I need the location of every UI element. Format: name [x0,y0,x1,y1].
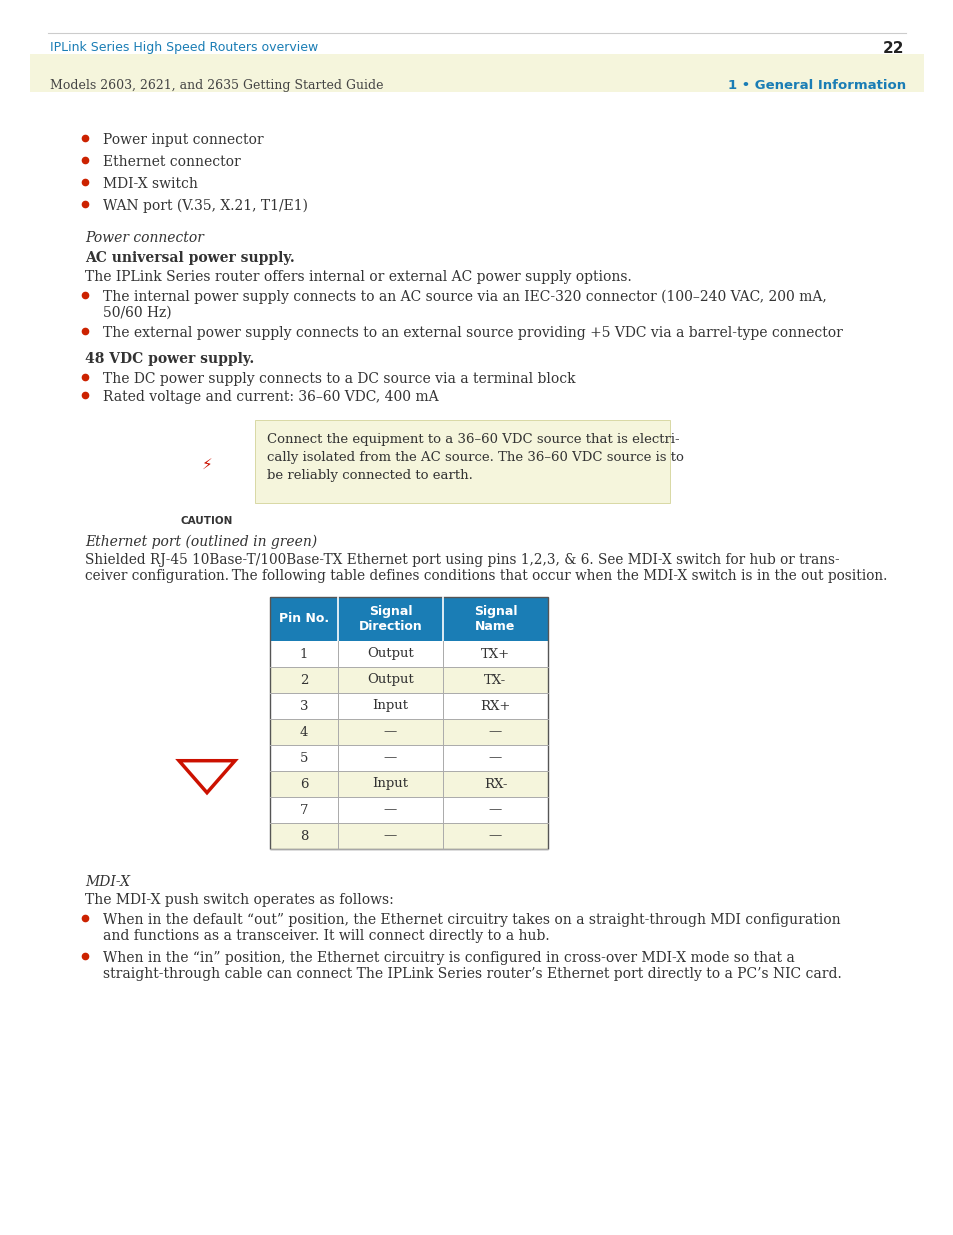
Text: Input: Input [372,699,408,713]
Text: RX+: RX+ [479,699,510,713]
Bar [30,54,923,91]
Text: RX-: RX- [483,778,507,790]
Bar [270,797,337,823]
Bar [270,719,337,745]
Text: 5: 5 [299,752,308,764]
Bar [442,823,547,848]
Bar [337,667,442,693]
Text: 1 • General Information: 1 • General Information [727,79,905,91]
Bar [442,597,547,641]
Bar [442,797,547,823]
Text: Shielded RJ-45 10Base-T/100Base-TX Ethernet port using pins 1,2,3, & 6. See MDI-: Shielded RJ-45 10Base-T/100Base-TX Ether… [85,553,839,567]
Bar [442,667,547,693]
Text: Ethernet port (outlined in green): Ethernet port (outlined in green) [85,535,316,550]
Text: The external power supply connects to an external source providing +5 VDC via a : The external power supply connects to an… [103,326,842,340]
Text: Signal
Name: Signal Name [474,605,517,634]
Bar [270,597,337,641]
Bar [270,745,337,771]
Text: and functions as a transceiver. It will connect directly to a hub.: and functions as a transceiver. It will … [103,929,549,944]
Text: straight-through cable can connect The IPLink Series router’s Ethernet port dire: straight-through cable can connect The I… [103,967,841,981]
Text: Power input connector: Power input connector [103,133,263,147]
Text: TX-: TX- [484,673,506,687]
Text: be reliably connected to earth.: be reliably connected to earth. [267,469,473,482]
Text: ceiver configuration. The following table defines conditions that occur when the: ceiver configuration. The following tabl… [85,569,886,583]
Text: Rated voltage and current: 36–60 VDC, 400 mA: Rated voltage and current: 36–60 VDC, 40… [103,390,438,404]
Bar [442,641,547,667]
Text: 3: 3 [299,699,308,713]
Text: TX+: TX+ [480,647,510,661]
Bar [337,797,442,823]
Bar [442,771,547,797]
Text: 7: 7 [299,804,308,816]
Text: 22: 22 [882,41,903,56]
Bar [270,693,337,719]
Text: Models 2603, 2621, and 2635 Getting Started Guide: Models 2603, 2621, and 2635 Getting Star… [50,79,383,91]
Bar [337,771,442,797]
Text: 4: 4 [299,725,308,739]
Text: When in the “in” position, the Ethernet circuitry is configured in cross-over MD: When in the “in” position, the Ethernet … [103,951,794,965]
Text: ⚡: ⚡ [201,457,213,472]
Bar [337,641,442,667]
Text: When in the default “out” position, the Ethernet circuitry takes on a straight-t: When in the default “out” position, the … [103,913,840,927]
Text: The MDI-X push switch operates as follows:: The MDI-X push switch operates as follow… [85,893,394,906]
Text: Output: Output [367,647,414,661]
Text: —: — [383,804,396,816]
Bar [442,719,547,745]
Text: Pin No.: Pin No. [278,613,329,625]
Text: The IPLink Series router offers internal or external AC power supply options.: The IPLink Series router offers internal… [85,270,631,284]
Bar [337,823,442,848]
Text: 8: 8 [299,830,308,842]
Bar [270,823,337,848]
Bar [337,693,442,719]
Bar [270,667,337,693]
Text: —: — [383,830,396,842]
Text: —: — [488,752,501,764]
Text: MDI-X switch: MDI-X switch [103,177,197,191]
Text: 2: 2 [299,673,308,687]
Text: WAN port (V.35, X.21, T1/E1): WAN port (V.35, X.21, T1/E1) [103,199,308,214]
Bar [442,745,547,771]
Bar [270,641,337,667]
Bar [254,420,669,503]
Text: cally isolated from the AC source. The 36–60 VDC source is to: cally isolated from the AC source. The 3… [267,451,683,464]
Text: The DC power supply connects to a DC source via a terminal block: The DC power supply connects to a DC sou… [103,372,575,387]
Text: The internal power supply connects to an AC source via an IEC-320 connector (100: The internal power supply connects to an… [103,290,826,304]
Text: Input: Input [372,778,408,790]
Text: Ethernet connector: Ethernet connector [103,156,240,169]
Text: —: — [383,752,396,764]
Text: —: — [488,804,501,816]
Text: IPLink Series High Speed Routers overview: IPLink Series High Speed Routers overvie… [50,41,318,54]
Text: —: — [488,830,501,842]
Text: Connect the equipment to a 36–60 VDC source that is electri-: Connect the equipment to a 36–60 VDC sou… [267,433,679,446]
Bar [270,597,547,848]
Text: 50/60 Hz): 50/60 Hz) [103,306,172,320]
Text: MDI-X: MDI-X [85,876,130,889]
Polygon shape [179,761,234,793]
Text: —: — [488,725,501,739]
Text: 48 VDC power supply.: 48 VDC power supply. [85,352,254,366]
Bar [337,719,442,745]
Text: Output: Output [367,673,414,687]
Text: 6: 6 [299,778,308,790]
Text: Signal
Direction: Signal Direction [358,605,422,634]
Text: 1: 1 [299,647,308,661]
Bar [270,771,337,797]
Bar [442,693,547,719]
Text: Power connector: Power connector [85,231,204,245]
Text: —: — [383,725,396,739]
Text: AC universal power supply.: AC universal power supply. [85,251,294,266]
Text: CAUTION: CAUTION [181,516,233,526]
Bar [337,745,442,771]
Bar [337,597,442,641]
